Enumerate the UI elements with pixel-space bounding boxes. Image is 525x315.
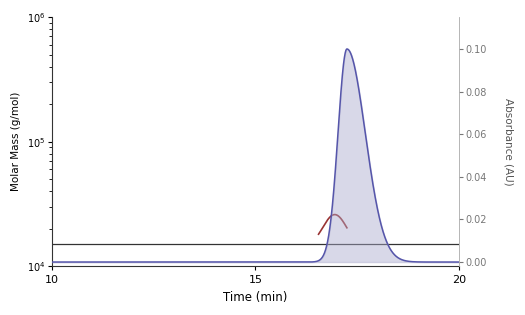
Y-axis label: Absorbance (AU): Absorbance (AU)	[504, 98, 514, 186]
Y-axis label: Molar Mass (g/mol): Molar Mass (g/mol)	[11, 92, 21, 191]
X-axis label: Time (min): Time (min)	[223, 291, 288, 304]
